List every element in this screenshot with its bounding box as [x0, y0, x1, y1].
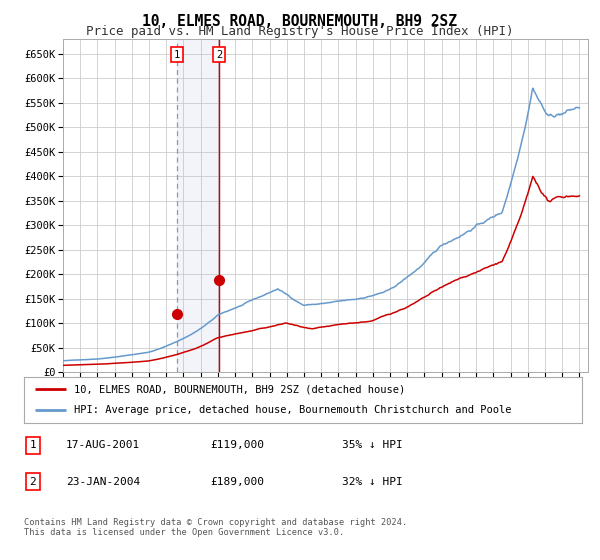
- Text: 2: 2: [29, 477, 37, 487]
- Text: 17-AUG-2001: 17-AUG-2001: [66, 440, 140, 450]
- Text: 23-JAN-2004: 23-JAN-2004: [66, 477, 140, 487]
- Text: 10, ELMES ROAD, BOURNEMOUTH, BH9 2SZ (detached house): 10, ELMES ROAD, BOURNEMOUTH, BH9 2SZ (de…: [74, 384, 406, 394]
- Bar: [177, 39, 219, 372]
- Text: 35% ↓ HPI: 35% ↓ HPI: [342, 440, 403, 450]
- Text: 2: 2: [216, 50, 222, 60]
- Text: 1: 1: [29, 440, 37, 450]
- Text: £189,000: £189,000: [210, 477, 264, 487]
- Text: Contains HM Land Registry data © Crown copyright and database right 2024.
This d: Contains HM Land Registry data © Crown c…: [24, 518, 407, 538]
- Text: 32% ↓ HPI: 32% ↓ HPI: [342, 477, 403, 487]
- Text: 1: 1: [174, 50, 180, 60]
- Text: HPI: Average price, detached house, Bournemouth Christchurch and Poole: HPI: Average price, detached house, Bour…: [74, 405, 512, 416]
- Text: £119,000: £119,000: [210, 440, 264, 450]
- Text: Price paid vs. HM Land Registry's House Price Index (HPI): Price paid vs. HM Land Registry's House …: [86, 25, 514, 38]
- Text: 10, ELMES ROAD, BOURNEMOUTH, BH9 2SZ: 10, ELMES ROAD, BOURNEMOUTH, BH9 2SZ: [143, 14, 458, 29]
